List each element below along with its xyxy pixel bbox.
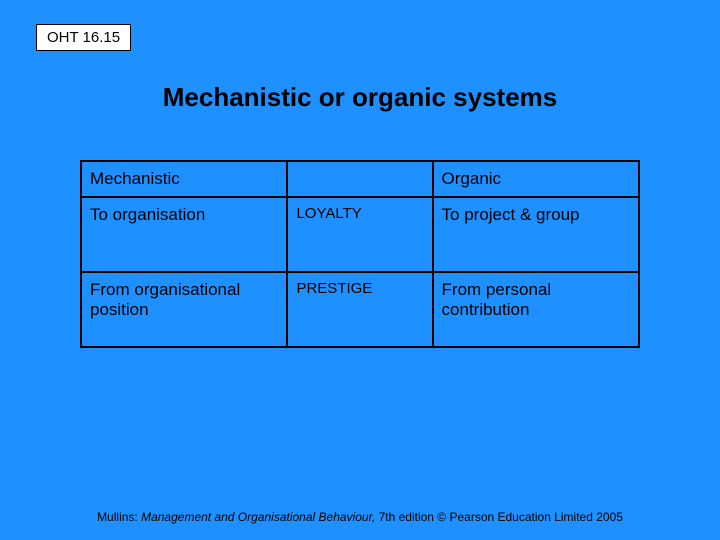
header-organic: Organic	[433, 161, 639, 197]
footer-book-title: Management and Organisational Behaviour,	[141, 510, 379, 524]
oht-label: OHT 16.15	[36, 24, 131, 51]
cell-organic: To project & group	[433, 197, 639, 272]
cell-mechanistic: To organisation	[81, 197, 287, 272]
cell-label: PRESTIGE	[287, 272, 432, 347]
comparison-table: Mechanistic Organic To organisation LOYA…	[80, 160, 640, 348]
cell-organic: From personal contribution	[433, 272, 639, 347]
footer-rest: 7th edition © Pearson Education Limited …	[379, 510, 623, 524]
table-header-row: Mechanistic Organic	[81, 161, 639, 197]
header-mechanistic: Mechanistic	[81, 161, 287, 197]
header-middle	[287, 161, 432, 197]
cell-label: LOYALTY	[287, 197, 432, 272]
slide-title: Mechanistic or organic systems	[0, 82, 720, 113]
table-row: To organisation LOYALTY To project & gro…	[81, 197, 639, 272]
cell-mechanistic: From organisational position	[81, 272, 287, 347]
table-row: From organisational position PRESTIGE Fr…	[81, 272, 639, 347]
footer-citation: Mullins: Management and Organisational B…	[0, 510, 720, 524]
footer-author: Mullins:	[97, 510, 141, 524]
